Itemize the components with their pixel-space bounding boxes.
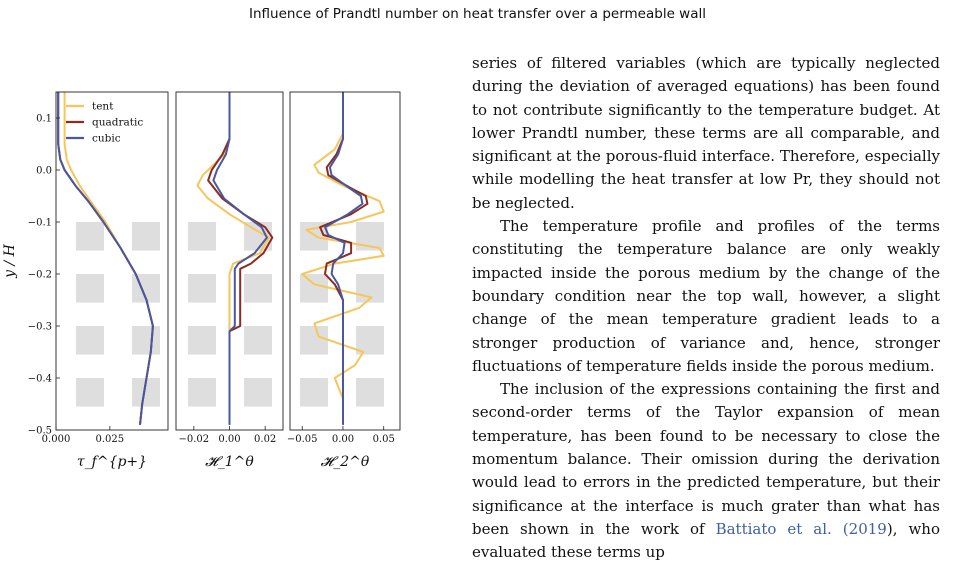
y-tick-label: 0.0 xyxy=(36,166,52,177)
paragraph-3-text: The inclusion of the expressions contain… xyxy=(472,380,940,538)
porous-cube xyxy=(188,274,216,303)
porous-cube xyxy=(300,274,328,303)
x-tick-label: −0.05 xyxy=(287,434,318,445)
porous-cube xyxy=(76,222,104,251)
y-tick-label: −0.3 xyxy=(28,322,52,333)
x-tick-label: −0.02 xyxy=(179,434,210,445)
panel-xlabel: 𝓗_1^θ xyxy=(205,454,254,470)
paragraph-1: series of filtered variables (which are … xyxy=(472,54,940,212)
x-tick-label: 0.00 xyxy=(332,434,354,445)
series-line-tent xyxy=(301,92,385,425)
panel-xlabel: τ_f^{p+} xyxy=(77,454,147,470)
paragraph-2: The temperature profile and profiles of … xyxy=(472,217,940,375)
porous-cube xyxy=(244,378,272,407)
porous-cube xyxy=(300,378,328,407)
legend-label-quadratic: quadratic xyxy=(92,117,143,129)
porous-cube xyxy=(356,326,384,355)
y-tick-label: −0.5 xyxy=(28,426,52,437)
series-line-cubic xyxy=(324,92,364,425)
legend-label-cubic: cubic xyxy=(92,133,121,145)
citation-year: 2019 xyxy=(848,519,887,538)
running-header: Influence of Prandtl number on heat tran… xyxy=(249,6,706,22)
paragraph-3: The inclusion of the expressions contain… xyxy=(472,378,940,564)
porous-cube xyxy=(76,326,104,355)
y-tick-label: −0.2 xyxy=(28,270,52,281)
profile-lines xyxy=(57,92,385,425)
porous-cube xyxy=(188,326,216,355)
x-tick-label: 0.02 xyxy=(254,434,276,445)
x-tick-label: 0.00 xyxy=(218,434,240,445)
series-line-quadratic xyxy=(207,92,274,425)
citation-link[interactable]: Battiato et al. (2019 xyxy=(715,519,887,538)
porous-cube xyxy=(132,222,160,251)
x-tick-label: 0.05 xyxy=(373,434,395,445)
y-axis-label: y / H xyxy=(2,243,18,279)
x-tick-label: 0.000 xyxy=(42,434,71,445)
body-text-column: series of filtered variables (which are … xyxy=(472,52,940,565)
y-tick-label: −0.4 xyxy=(28,374,52,385)
porous-cube xyxy=(188,378,216,407)
porous-cube xyxy=(356,378,384,407)
figure-profiles: 0.000 0.025 τ_f^{p+} −0.02 0.00 0.02𝓗_1^θ −0.0… xyxy=(2,91,401,470)
porous-cube xyxy=(76,274,104,303)
x-tick-label: 0.025 xyxy=(96,434,125,445)
panel-xlabel: 𝓗_2^θ xyxy=(321,454,370,470)
panel-frame xyxy=(289,91,401,431)
panel-frame xyxy=(55,91,169,431)
porous-cube xyxy=(244,274,272,303)
series-line-cubic xyxy=(57,92,154,425)
y-tick-label: −0.1 xyxy=(28,218,52,229)
series-line-cubic xyxy=(212,92,268,425)
axes: 0.000 0.025 τ_f^{p+} −0.02 0.00 0.02𝓗_1^θ −0.0… xyxy=(2,91,401,470)
porous-cube xyxy=(188,222,216,251)
citation-author: Battiato et al. xyxy=(715,519,832,538)
porous-cube xyxy=(76,378,104,407)
legend-label-tent: tent xyxy=(92,101,114,113)
porous-cube xyxy=(300,326,328,355)
legend: tent quadratic cubic xyxy=(66,101,143,145)
y-tick-label: 0.1 xyxy=(36,114,52,125)
porous-cube xyxy=(244,326,272,355)
porous-cube xyxy=(132,326,160,355)
